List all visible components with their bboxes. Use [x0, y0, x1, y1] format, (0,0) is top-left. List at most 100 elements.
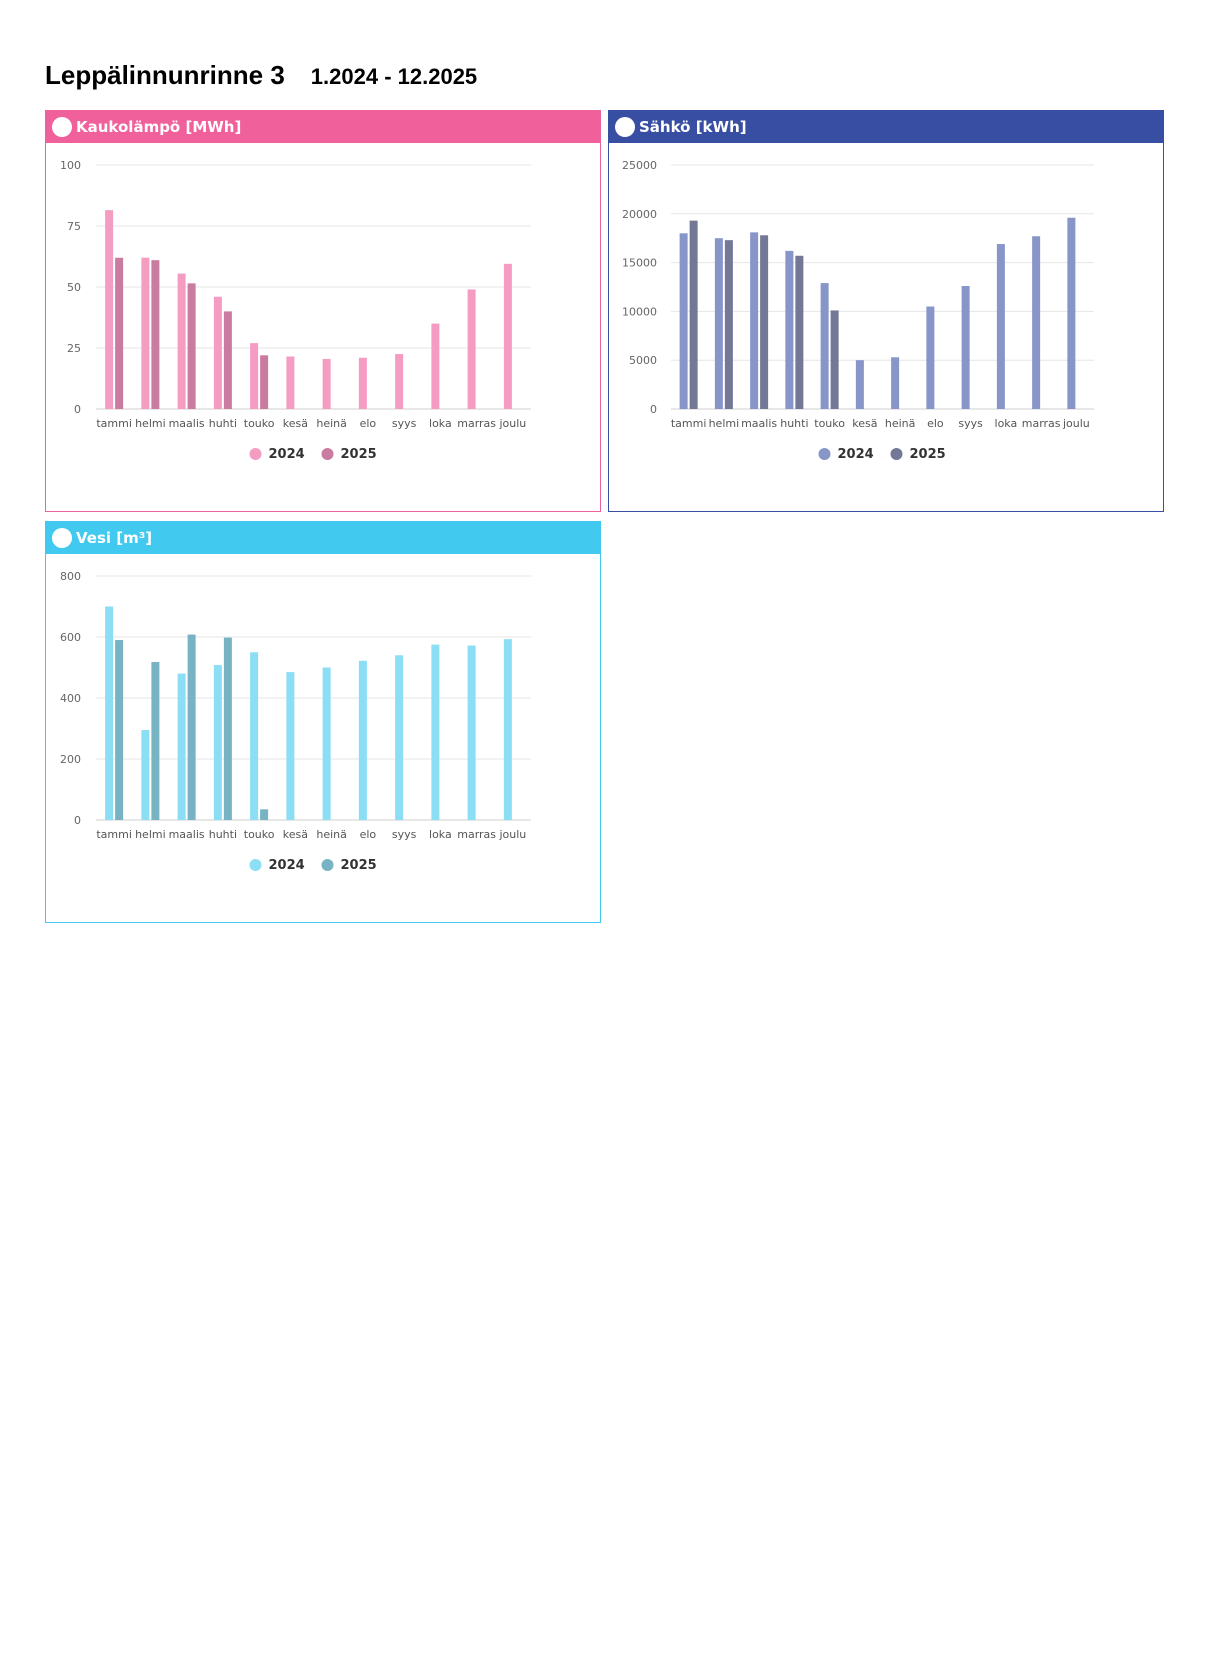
bar-2025-tammi — [689, 220, 698, 409]
y-tick-label: 50 — [67, 281, 81, 294]
y-tick-label: 25000 — [622, 159, 657, 172]
x-tick-label: elo — [927, 417, 944, 430]
heat-panel: Kaukolämpö [MWh] 0 25 50 75 100 tammi helmi maa… — [45, 110, 601, 512]
bar-2024-helmi — [714, 238, 723, 409]
x-tick-label: kesä — [283, 417, 308, 430]
bar-2024-elo — [358, 660, 367, 820]
x-tick-label: marras — [1022, 417, 1061, 430]
legend-label: 2024 — [269, 858, 305, 873]
legend-marker — [818, 448, 831, 460]
bar-2024-tammi — [105, 210, 114, 409]
x-tick-label: loka — [429, 417, 452, 430]
legend-marker — [321, 448, 334, 460]
bar-2024-kesä — [286, 672, 295, 820]
x-tick-label: helmi — [135, 417, 166, 430]
bar-2024-kesä — [855, 360, 864, 409]
bar-2024-heinä — [322, 667, 331, 820]
bar-2024-tammi — [679, 233, 688, 409]
x-tick-label: huhti — [209, 828, 237, 841]
bar-2025-maalis — [187, 634, 196, 820]
bar-2024-huhti — [213, 665, 222, 820]
bar-2024-helmi — [141, 257, 150, 409]
bar-2024-huhti — [213, 296, 222, 409]
bar-2025-helmi — [151, 260, 160, 409]
y-tick-label: 10000 — [622, 305, 657, 318]
bar-2024-tammi — [105, 606, 114, 820]
y-tick-label: 25 — [67, 342, 81, 355]
circle-icon — [52, 117, 72, 137]
x-tick-label: kesä — [852, 417, 877, 430]
bar-2024-heinä — [322, 358, 331, 409]
bar-2024-maalis — [177, 273, 186, 409]
y-tick-label: 400 — [60, 692, 81, 705]
x-tick-label: helmi — [135, 828, 166, 841]
y-tick-label: 0 — [650, 403, 657, 416]
bar-2025-maalis — [187, 283, 196, 409]
x-tick-label: marras — [457, 417, 496, 430]
legend-label: 2025 — [910, 447, 946, 462]
x-tick-label: elo — [360, 417, 377, 430]
y-tick-label: 0 — [74, 403, 81, 416]
y-tick-label: 20000 — [622, 208, 657, 221]
x-tick-label: loka — [995, 417, 1018, 430]
bar-2024-touko — [250, 652, 259, 820]
water-panel: Vesi [m³] 0 200 400 600 800 tammi helmi maalis h… — [45, 521, 601, 923]
x-tick-label: tammi — [96, 417, 132, 430]
x-tick-label: marras — [457, 828, 496, 841]
bar-2024-loka — [431, 644, 440, 820]
x-tick-label: heinä — [316, 417, 347, 430]
x-tick-label: maalis — [741, 417, 777, 430]
y-tick-label: 15000 — [622, 257, 657, 270]
bar-2024-heinä — [891, 357, 900, 409]
x-tick-label: syys — [958, 417, 983, 430]
x-tick-label: huhti — [209, 417, 237, 430]
bar-2024-helmi — [141, 730, 150, 820]
y-tick-label: 200 — [60, 753, 81, 766]
x-tick-label: kesä — [283, 828, 308, 841]
water-panel-header: Vesi [m³] — [46, 522, 600, 554]
heat-panel-header: Kaukolämpö [MWh] — [46, 111, 600, 143]
period-range: 1.2024 - 12.2025 — [310, 64, 478, 89]
x-tick-label: helmi — [709, 417, 740, 430]
bar-2025-tammi — [115, 257, 124, 409]
bar-2024-joulu — [503, 263, 512, 409]
legend-label: 2024 — [838, 447, 874, 462]
x-tick-label: loka — [429, 828, 452, 841]
legend-label: 2025 — [341, 858, 377, 873]
x-tick-label: joulu — [498, 417, 526, 430]
bar-2024-touko — [250, 343, 259, 409]
electricity-panel-title: Sähkö [kWh] — [639, 118, 747, 136]
bar-2025-huhti — [795, 255, 804, 409]
electricity-panel-header: Sähkö [kWh] — [609, 111, 1163, 143]
bar-2024-loka — [996, 244, 1005, 409]
heat-chart: 0 25 50 75 100 tammi helmi maalis huhti touko kesä… — [60, 159, 531, 462]
building-name: Leppälinnunrinne 3 — [45, 60, 285, 90]
water-chart: 0 200 400 600 800 tammi helmi maalis huhti touko k… — [60, 570, 531, 873]
electricity-chart: 0 5000 10000 15000 20000 25000 tammi helmi maali… — [622, 159, 1094, 462]
bar-2024-marras — [467, 289, 476, 409]
x-tick-label: touko — [244, 417, 275, 430]
bar-2024-syys — [395, 354, 404, 409]
bar-2024-joulu — [1067, 217, 1076, 409]
bar-2025-touko — [260, 809, 269, 820]
bar-2024-syys — [961, 286, 970, 409]
y-tick-label: 100 — [60, 159, 81, 172]
electricity-panel: Sähkö [kWh] 0 5000 10000 15000 20000 25000 tam… — [608, 110, 1164, 512]
bar-2024-marras — [1032, 236, 1041, 409]
x-tick-label: syys — [392, 828, 417, 841]
x-tick-label: elo — [360, 828, 377, 841]
bar-2024-elo — [926, 306, 935, 409]
x-tick-label: huhti — [780, 417, 808, 430]
y-tick-label: 800 — [60, 570, 81, 583]
circle-icon — [615, 117, 635, 137]
water-panel-title: Vesi [m³] — [76, 529, 153, 547]
x-tick-label: joulu — [498, 828, 526, 841]
legend-label: 2025 — [341, 447, 377, 462]
x-tick-label: joulu — [1062, 417, 1090, 430]
x-tick-label: tammi — [671, 417, 707, 430]
bar-2024-marras — [467, 645, 476, 820]
bar-2024-huhti — [785, 250, 794, 409]
legend-marker — [890, 448, 903, 460]
bar-2025-tammi — [115, 640, 124, 820]
bar-2024-touko — [820, 283, 829, 409]
